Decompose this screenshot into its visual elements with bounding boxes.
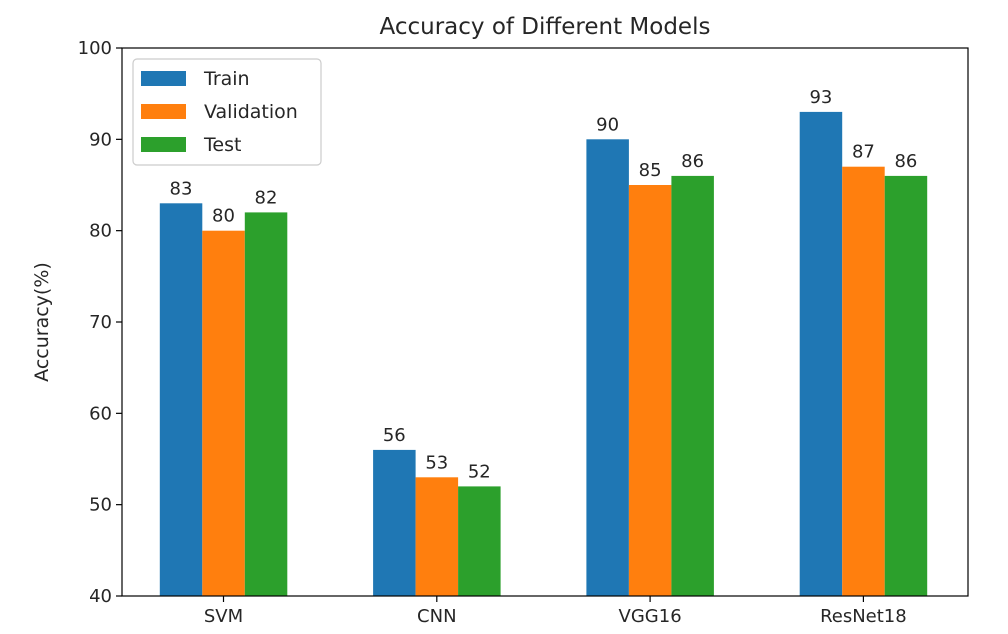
data-label: 87 <box>852 142 875 163</box>
bar-test-vgg16 <box>671 175 714 596</box>
bar-validation-resnet18 <box>842 166 885 596</box>
bar-train-vgg16 <box>586 139 629 597</box>
bar-test-resnet18 <box>884 175 928 596</box>
data-label: 90 <box>596 114 619 135</box>
bar-validation-vgg16 <box>628 185 672 596</box>
y-tick-label: 70 <box>89 312 112 333</box>
data-label: 53 <box>425 452 448 473</box>
y-tick-label: 60 <box>89 403 112 424</box>
y-tick-label: 100 <box>78 38 112 59</box>
legend-label-validation: Validation <box>204 101 298 123</box>
plot-frame <box>121 47 969 597</box>
y-axis-label: Accuracy(%) <box>31 262 53 382</box>
bar-validation-cnn <box>415 477 459 596</box>
bar-train-resnet18 <box>799 111 843 597</box>
bar-validation-svm <box>202 230 245 596</box>
legend-swatch-train <box>141 71 186 86</box>
y-tick-label: 50 <box>89 495 112 516</box>
data-label: 80 <box>212 206 235 227</box>
bar-train-cnn <box>373 449 416 596</box>
legend-swatch-validation <box>141 104 186 119</box>
data-label: 56 <box>383 425 406 446</box>
data-label: 86 <box>681 151 704 172</box>
x-tick-label: VGG16 <box>619 606 682 627</box>
y-tick-label: 80 <box>89 221 112 242</box>
x-tick-label: CNN <box>417 606 457 627</box>
plot-area: 40 50 60 70 80 90 100 83 80 82 SVM 56 53 52 CNN 90 85 86 V… <box>78 38 928 627</box>
data-label: 85 <box>639 160 662 181</box>
x-tick-label: SVM <box>204 606 243 627</box>
chart-title: Accuracy of Different Models <box>380 14 711 40</box>
data-label: 82 <box>255 187 278 208</box>
legend-label-test: Test <box>203 134 241 156</box>
data-label: 93 <box>809 87 832 108</box>
legend-swatch-test <box>141 137 186 152</box>
y-tick-label: 90 <box>89 129 112 150</box>
x-tick-label: ResNet18 <box>820 606 907 627</box>
y-tick-label: 40 <box>89 586 112 607</box>
legend-label-train: Train <box>203 68 250 90</box>
bar-test-svm <box>244 212 288 596</box>
legend: Train Validation Test <box>132 58 322 166</box>
bar-test-cnn <box>458 486 501 596</box>
data-label: 83 <box>170 178 193 199</box>
data-label: 86 <box>894 151 917 172</box>
data-label: 52 <box>468 461 491 482</box>
bar-train-svm <box>159 203 203 597</box>
